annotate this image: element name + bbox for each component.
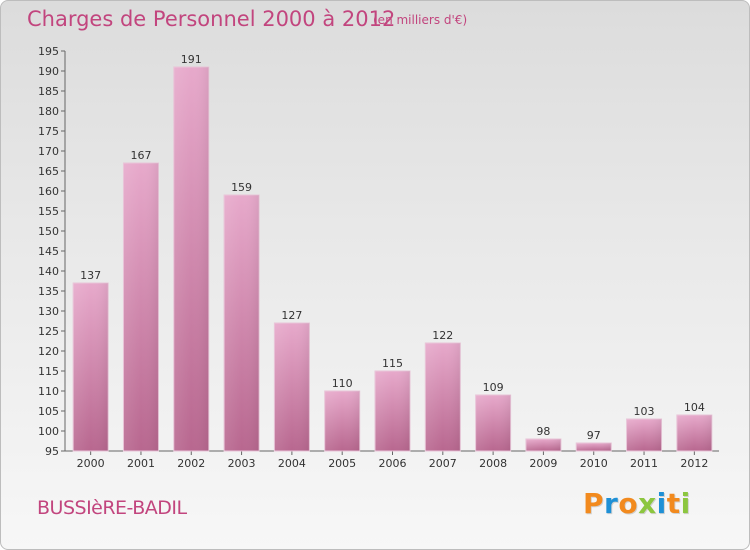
y-tick-label: 155	[38, 205, 59, 218]
logo-letter: o	[618, 487, 639, 520]
y-tick-label: 165	[38, 165, 59, 178]
value-label-2007: 122	[432, 329, 453, 342]
bar-shine-2001	[123, 163, 159, 451]
x-tick-label-2007: 2007	[429, 457, 457, 470]
bar-shine-2004	[274, 323, 310, 451]
bars: 137 167 191 159 127 110 115 122 109 98 97 103 104	[72, 53, 713, 452]
value-label-2008: 109	[483, 381, 504, 394]
logo-letter: r	[604, 487, 619, 520]
bar-shine-2000	[73, 283, 109, 451]
bar-shine-2007	[425, 343, 461, 451]
value-label-2009: 98	[536, 425, 550, 438]
x-tick-label-2006: 2006	[379, 457, 407, 470]
value-label-2001: 167	[130, 149, 151, 162]
value-label-2006: 115	[382, 357, 403, 370]
y-tick-label: 160	[38, 185, 59, 198]
logo-letter: i	[680, 487, 691, 520]
x-tick-label-2011: 2011	[630, 457, 658, 470]
x-tick-label-2010: 2010	[580, 457, 608, 470]
x-axis: 2000 2001 2002 2003 2004 2005 2006 2007 2008 2009…	[65, 450, 719, 470]
value-label-2003: 159	[231, 181, 252, 194]
bar-shine-2012	[676, 415, 712, 451]
y-tick-label: 170	[38, 145, 59, 158]
bar-shine-2009	[525, 439, 561, 451]
value-label-2005: 110	[332, 377, 353, 390]
y-tick-label: 110	[38, 385, 59, 398]
value-label-2004: 127	[281, 309, 302, 322]
commune-name: BUSSIèRE-BADIL	[37, 497, 187, 519]
y-tick-label: 135	[38, 285, 59, 298]
y-tick-label: 145	[38, 245, 59, 258]
logo-letter: x	[638, 487, 657, 520]
logo-letter: P	[583, 487, 605, 520]
x-tick-label-2003: 2003	[228, 457, 256, 470]
y-tick-label: 105	[38, 405, 59, 418]
y-tick-label: 100	[38, 425, 59, 438]
x-tick-label-2008: 2008	[479, 457, 507, 470]
y-tick-label: 190	[38, 65, 59, 78]
y-tick-label: 185	[38, 85, 59, 98]
y-tick-label: 195	[38, 45, 59, 58]
value-label-2010: 97	[587, 429, 601, 442]
bar-shine-2010	[576, 443, 612, 451]
y-tick-label: 150	[38, 225, 59, 238]
x-tick-label-2002: 2002	[177, 457, 205, 470]
bar-shine-2006	[375, 371, 410, 451]
x-tick-label-2001: 2001	[127, 457, 155, 470]
x-tick-label-2000: 2000	[77, 457, 105, 470]
bar-shine-2008	[475, 395, 511, 451]
y-tick-label: 125	[38, 325, 59, 338]
y-tick-label: 120	[38, 345, 59, 358]
value-label-2011: 103	[634, 405, 655, 418]
x-tick-label-2009: 2009	[529, 457, 557, 470]
y-tick-label: 140	[38, 265, 59, 278]
x-tick-label-2005: 2005	[328, 457, 356, 470]
bar-shine-2011	[626, 419, 662, 451]
bar-shine-2005	[324, 391, 360, 451]
value-label-2000: 137	[80, 269, 101, 282]
y-tick-label: 175	[38, 125, 59, 138]
y-tick-label: 115	[38, 365, 59, 378]
x-tick-label-2012: 2012	[680, 457, 708, 470]
y-axis: 95 100 105 110 115 120 125 130 135 140 145 150 155 16…	[38, 45, 66, 458]
bar-shine-2002	[173, 67, 209, 451]
value-label-2012: 104	[684, 401, 705, 414]
y-tick-label: 130	[38, 305, 59, 318]
chart-subtitle: (en milliers d'€)	[373, 13, 468, 27]
chart-title: Charges de Personnel 2000 à 2012	[27, 7, 396, 31]
value-label-2002: 191	[181, 53, 202, 66]
y-tick-label: 180	[38, 105, 59, 118]
proxiti-logo: Proxiti	[583, 487, 691, 520]
x-tick-label-2004: 2004	[278, 457, 306, 470]
logo-letter: t	[666, 487, 681, 520]
y-tick-label: 95	[45, 445, 59, 458]
logo-letter: i	[656, 487, 667, 520]
bar-shine-2003	[224, 195, 260, 451]
